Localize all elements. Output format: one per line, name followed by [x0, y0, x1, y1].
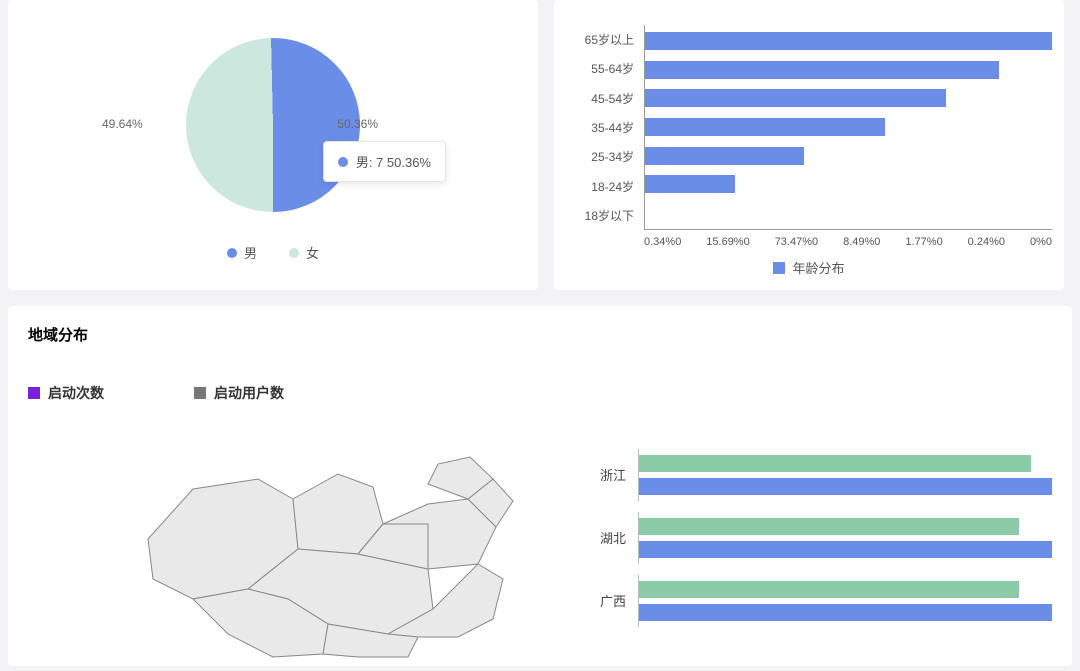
region-bars-wrap	[638, 575, 1052, 627]
region-label: 浙江	[588, 465, 638, 484]
age-x-tick: 1.77%0	[905, 236, 942, 248]
pie-pct-right: 50.36%	[337, 117, 378, 131]
age-category-label: 18-24岁	[566, 178, 634, 195]
legend-dot-icon	[289, 248, 299, 258]
pie-legend: 男 女	[20, 243, 526, 262]
age-bar-card: 65岁以上 55-64岁 45-54岁 35-44岁 25-34岁 18-24岁 18岁以下…	[554, 0, 1064, 290]
pie-chart: 49.64% 50.36% 男: 7 50.36%	[20, 25, 526, 225]
pie-pct-left: 49.64%	[102, 117, 143, 131]
age-x-tick: 0%0	[1030, 236, 1052, 248]
region-bars-wrap	[638, 512, 1052, 564]
age-bar[interactable]	[645, 147, 804, 165]
age-x-tick: 0.24%0	[968, 236, 1005, 248]
region-bar-chart: 浙江湖北广西	[588, 443, 1052, 659]
age-bar-row	[645, 32, 1052, 50]
age-category-label: 45-54岁	[566, 90, 634, 107]
china-map	[28, 423, 588, 659]
tab-swatch-icon	[194, 387, 206, 399]
tab-launch-count[interactable]: 启动次数	[28, 383, 104, 403]
region-bar-a[interactable]	[639, 455, 1031, 472]
age-plot	[644, 25, 1052, 230]
tooltip-marker-icon	[338, 157, 348, 167]
legend-square-icon	[773, 262, 785, 274]
pie-graphic	[186, 38, 360, 212]
age-bar-chart: 65岁以上 55-64岁 45-54岁 35-44岁 25-34岁 18-24岁 18岁以下	[566, 25, 1052, 230]
age-bar-row	[645, 147, 1052, 165]
age-bar-row	[645, 118, 1052, 136]
age-category-label: 65岁以上	[566, 31, 634, 48]
age-x-labels: 0.34%0 15.69%0 73.47%0 8.49%0 1.77%0 0.24%0 0%…	[644, 230, 1052, 248]
age-category-label: 18岁以下	[566, 207, 634, 224]
age-y-labels: 65岁以上 55-64岁 45-54岁 35-44岁 25-34岁 18-24岁 18岁以下	[566, 25, 644, 230]
legend-label: 年龄分布	[792, 258, 844, 277]
age-x-tick: 15.69%0	[706, 236, 749, 248]
age-bar-row	[645, 204, 1052, 222]
tab-swatch-icon	[28, 387, 40, 399]
legend-label: 女	[306, 243, 319, 262]
legend-label: 男	[244, 243, 257, 262]
legend-item-female[interactable]: 女	[289, 243, 319, 262]
age-bar-row	[645, 89, 1052, 107]
age-bar[interactable]	[645, 61, 999, 79]
region-bar-b[interactable]	[639, 478, 1052, 495]
legend-dot-icon	[227, 248, 237, 258]
age-category-label: 25-34岁	[566, 148, 634, 165]
region-bar-a[interactable]	[639, 581, 1019, 598]
region-bar-a[interactable]	[639, 518, 1019, 535]
metric-tabs: 启动次数 启动用户数	[28, 383, 1052, 403]
age-bar-row	[645, 61, 1052, 79]
age-bar-row	[645, 175, 1052, 193]
pie-tooltip: 男: 7 50.36%	[323, 141, 446, 182]
region-row: 湖北	[588, 506, 1052, 569]
region-label: 湖北	[588, 528, 638, 547]
section-title: 地域分布	[28, 324, 1052, 345]
region-bar-b[interactable]	[639, 604, 1052, 621]
age-x-tick: 8.49%0	[843, 236, 880, 248]
map-svg	[98, 429, 518, 659]
tooltip-text: 男: 7 50.36%	[356, 152, 431, 171]
region-bars-wrap	[638, 449, 1052, 501]
region-row: 广西	[588, 569, 1052, 632]
age-category-label: 55-64岁	[566, 60, 634, 77]
gender-pie-card: 49.64% 50.36% 男: 7 50.36% 男 女	[8, 0, 538, 290]
region-card: 地域分布 启动次数 启动用户数 浙江湖北广西	[8, 306, 1072, 666]
region-row: 浙江	[588, 443, 1052, 506]
tab-label: 启动用户数	[214, 383, 284, 403]
age-bar[interactable]	[645, 175, 735, 193]
region-label: 广西	[588, 591, 638, 610]
tab-launch-users[interactable]: 启动用户数	[194, 383, 284, 403]
age-bar[interactable]	[645, 118, 885, 136]
age-x-tick: 73.47%0	[775, 236, 818, 248]
legend-item-male[interactable]: 男	[227, 243, 257, 262]
age-bar[interactable]	[645, 89, 946, 107]
age-bar[interactable]	[645, 32, 1052, 50]
age-x-tick: 0.34%0	[644, 236, 681, 248]
age-category-label: 35-44岁	[566, 119, 634, 136]
region-bar-b[interactable]	[639, 541, 1052, 558]
tab-label: 启动次数	[48, 383, 104, 403]
age-legend[interactable]: 年龄分布	[566, 258, 1052, 277]
